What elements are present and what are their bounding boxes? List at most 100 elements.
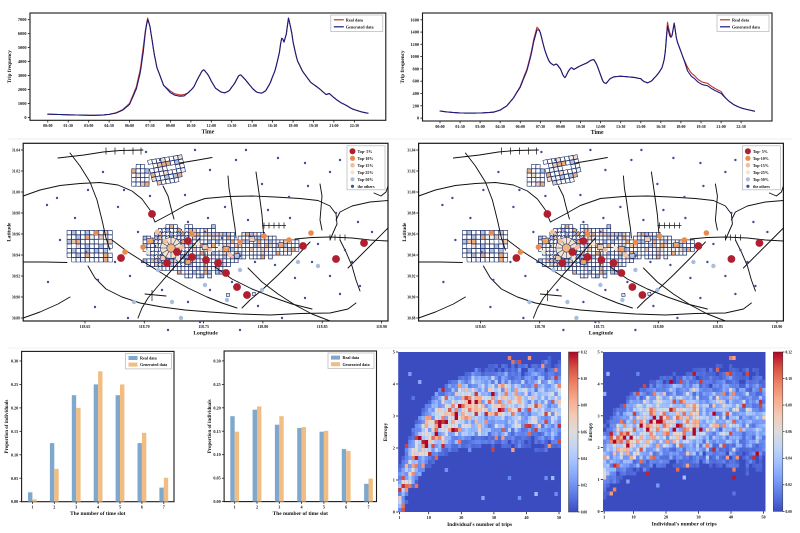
svg-text:0: 0 [598,509,600,514]
svg-text:30.88: 30.88 [407,316,415,320]
svg-text:Latitude: Latitude [402,222,408,242]
svg-text:10: 10 [427,515,431,520]
svg-text:2: 2 [256,504,258,509]
svg-text:800: 800 [413,66,419,71]
svg-text:15:00: 15:00 [636,124,645,129]
svg-text:0.02: 0.02 [786,483,792,487]
svg-text:0: 0 [417,116,419,121]
svg-text:0.08: 0.08 [786,404,792,408]
svg-text:30.90: 30.90 [12,295,20,299]
svg-text:01:30: 01:30 [64,123,73,128]
svg-text:Trip frequency: Trip frequency [7,50,13,83]
svg-text:5: 5 [323,504,325,509]
svg-text:5: 5 [119,505,121,510]
svg-text:Generated data: Generated data [732,24,761,29]
svg-text:Generated data: Generated data [140,362,167,367]
svg-text:0.15: 0.15 [213,429,220,434]
svg-text:Top- 5%: Top- 5% [753,149,768,154]
svg-text:the others: the others [358,184,375,189]
svg-text:1400: 1400 [410,30,419,35]
svg-text:Time: Time [202,129,215,135]
svg-text:31.00: 31.00 [407,190,415,194]
svg-text:12:00: 12:00 [596,124,605,129]
svg-text:06:00: 06:00 [516,124,525,129]
svg-text:118.90: 118.90 [376,324,387,329]
svg-text:0.02: 0.02 [581,484,587,488]
svg-text:22:30: 22:30 [736,124,745,129]
svg-text:30.92: 30.92 [12,274,20,278]
svg-text:0.00: 0.00 [786,510,792,514]
svg-text:1000: 1000 [410,54,419,59]
svg-text:30: 30 [696,514,700,519]
svg-text:0.20: 0.20 [11,405,18,410]
svg-text:09:00: 09:00 [556,124,565,129]
svg-text:0: 0 [24,115,26,120]
svg-text:0.20: 0.20 [213,405,220,410]
svg-text:0.12: 0.12 [786,350,792,354]
svg-text:118.80: 118.80 [653,324,664,329]
svg-text:118.80: 118.80 [258,324,269,329]
svg-text:50: 50 [557,515,561,520]
svg-text:15:00: 15:00 [248,123,257,128]
svg-text:Time: Time [591,130,604,136]
svg-text:0.00: 0.00 [213,499,220,504]
svg-text:07:30: 07:30 [536,124,545,129]
svg-text:118.75: 118.75 [594,324,605,329]
svg-text:4: 4 [598,381,601,386]
svg-text:4000: 4000 [18,59,27,64]
svg-text:3: 3 [598,413,600,418]
svg-text:00:00: 00:00 [43,123,52,128]
svg-text:0.10: 0.10 [11,452,18,457]
svg-text:0.00: 0.00 [11,499,18,504]
svg-text:1: 1 [31,505,33,510]
svg-text:Real data: Real data [346,17,364,22]
svg-text:2: 2 [53,505,55,510]
svg-text:The number of time slot: The number of time slot [273,511,329,517]
svg-text:1: 1 [393,478,395,483]
svg-text:16:30: 16:30 [656,124,665,129]
svg-text:0.30: 0.30 [11,359,18,364]
svg-text:0.15: 0.15 [11,429,18,434]
svg-text:30.94: 30.94 [407,253,415,257]
svg-text:Entropy: Entropy [588,422,594,441]
svg-text:20: 20 [664,514,668,519]
svg-text:00:00: 00:00 [435,124,444,129]
svg-text:30.88: 30.88 [12,316,20,320]
svg-text:1: 1 [398,515,400,520]
svg-text:19:30: 19:30 [696,124,705,129]
svg-text:4: 4 [97,505,100,510]
svg-text:7: 7 [163,505,165,510]
svg-text:1: 1 [598,477,600,482]
svg-text:Real data: Real data [140,356,157,361]
svg-text:31.02: 31.02 [12,169,20,173]
svg-text:0.06: 0.06 [581,430,587,434]
svg-text:2000: 2000 [18,87,27,92]
svg-text:30.96: 30.96 [407,232,415,236]
svg-text:13:30: 13:30 [616,124,625,129]
svg-text:Proportion of individuals: Proportion of individuals [5,400,10,454]
svg-text:12:00: 12:00 [207,123,216,128]
svg-text:0.04: 0.04 [786,457,792,461]
svg-text:16:30: 16:30 [268,123,277,128]
svg-text:2: 2 [598,445,600,450]
svg-text:Proportion of individuals: Proportion of individuals [208,399,213,453]
svg-text:30.98: 30.98 [407,211,415,215]
svg-text:3: 3 [393,414,395,419]
svg-text:Trip frequency: Trip frequency [400,50,406,83]
svg-text:400: 400 [413,91,419,96]
svg-text:10:30: 10:30 [576,124,585,129]
svg-text:118.85: 118.85 [317,324,328,329]
svg-text:118.75: 118.75 [198,324,209,329]
svg-text:0.10: 0.10 [786,377,792,381]
svg-text:Real data: Real data [343,355,360,360]
svg-text:Individual's number of trips: Individual's number of trips [447,522,512,528]
svg-text:1000: 1000 [18,101,27,106]
svg-text:3000: 3000 [18,73,27,78]
svg-text:10:30: 10:30 [186,123,195,128]
svg-text:18:00: 18:00 [288,123,297,128]
svg-text:Top-10%: Top-10% [753,156,769,161]
svg-text:30.98: 30.98 [12,211,20,215]
svg-text:Top-15%: Top-15% [358,163,374,168]
svg-text:4: 4 [393,382,396,387]
svg-text:0.08: 0.08 [581,404,587,408]
